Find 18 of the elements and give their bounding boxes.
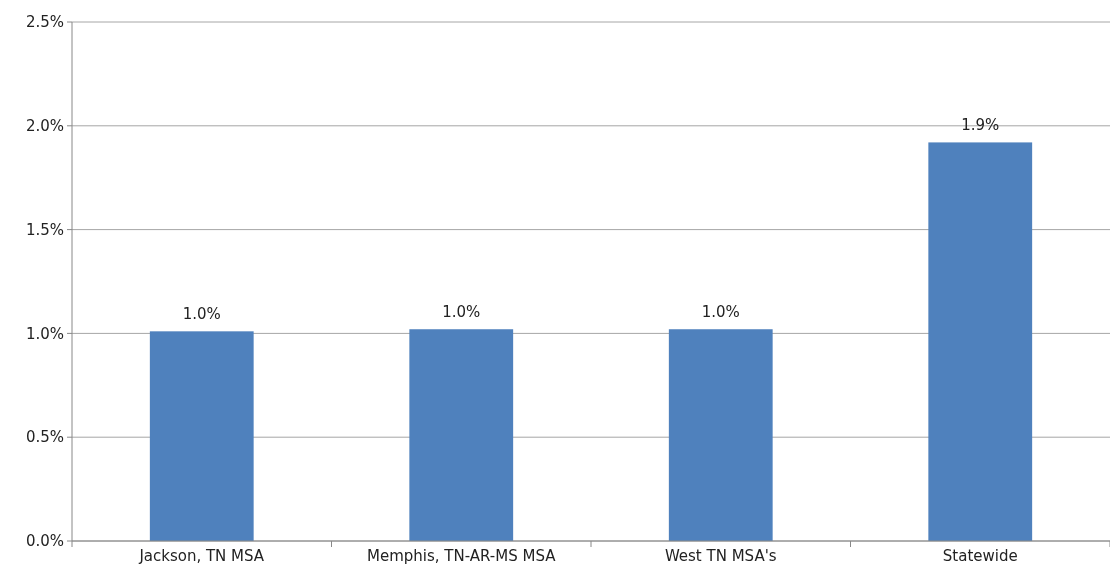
data-label: 1.0%: [442, 303, 481, 322]
y-tick-label: 1.0%: [25, 324, 64, 343]
data-label: 1.0%: [701, 303, 740, 322]
data-label: 1.0%: [182, 305, 221, 324]
bar: [409, 329, 514, 541]
y-tick-label: 2.0%: [25, 117, 64, 136]
y-tick-label: 1.5%: [25, 220, 64, 239]
bar: [668, 329, 773, 541]
y-tick-label: 0.5%: [25, 428, 64, 447]
y-tick-label: 2.5%: [25, 13, 64, 32]
y-tick-label: 0.0%: [25, 532, 64, 551]
bar: [149, 331, 254, 541]
x-tick-label: West TN MSA's: [664, 547, 777, 564]
x-tick-label: Jackson, TN MSA: [138, 547, 265, 564]
x-tick-label: Statewide: [942, 547, 1018, 564]
data-label: 1.9%: [961, 116, 1000, 135]
bar: [928, 142, 1033, 541]
x-tick-label: Memphis, TN-AR-MS MSA: [366, 547, 557, 564]
